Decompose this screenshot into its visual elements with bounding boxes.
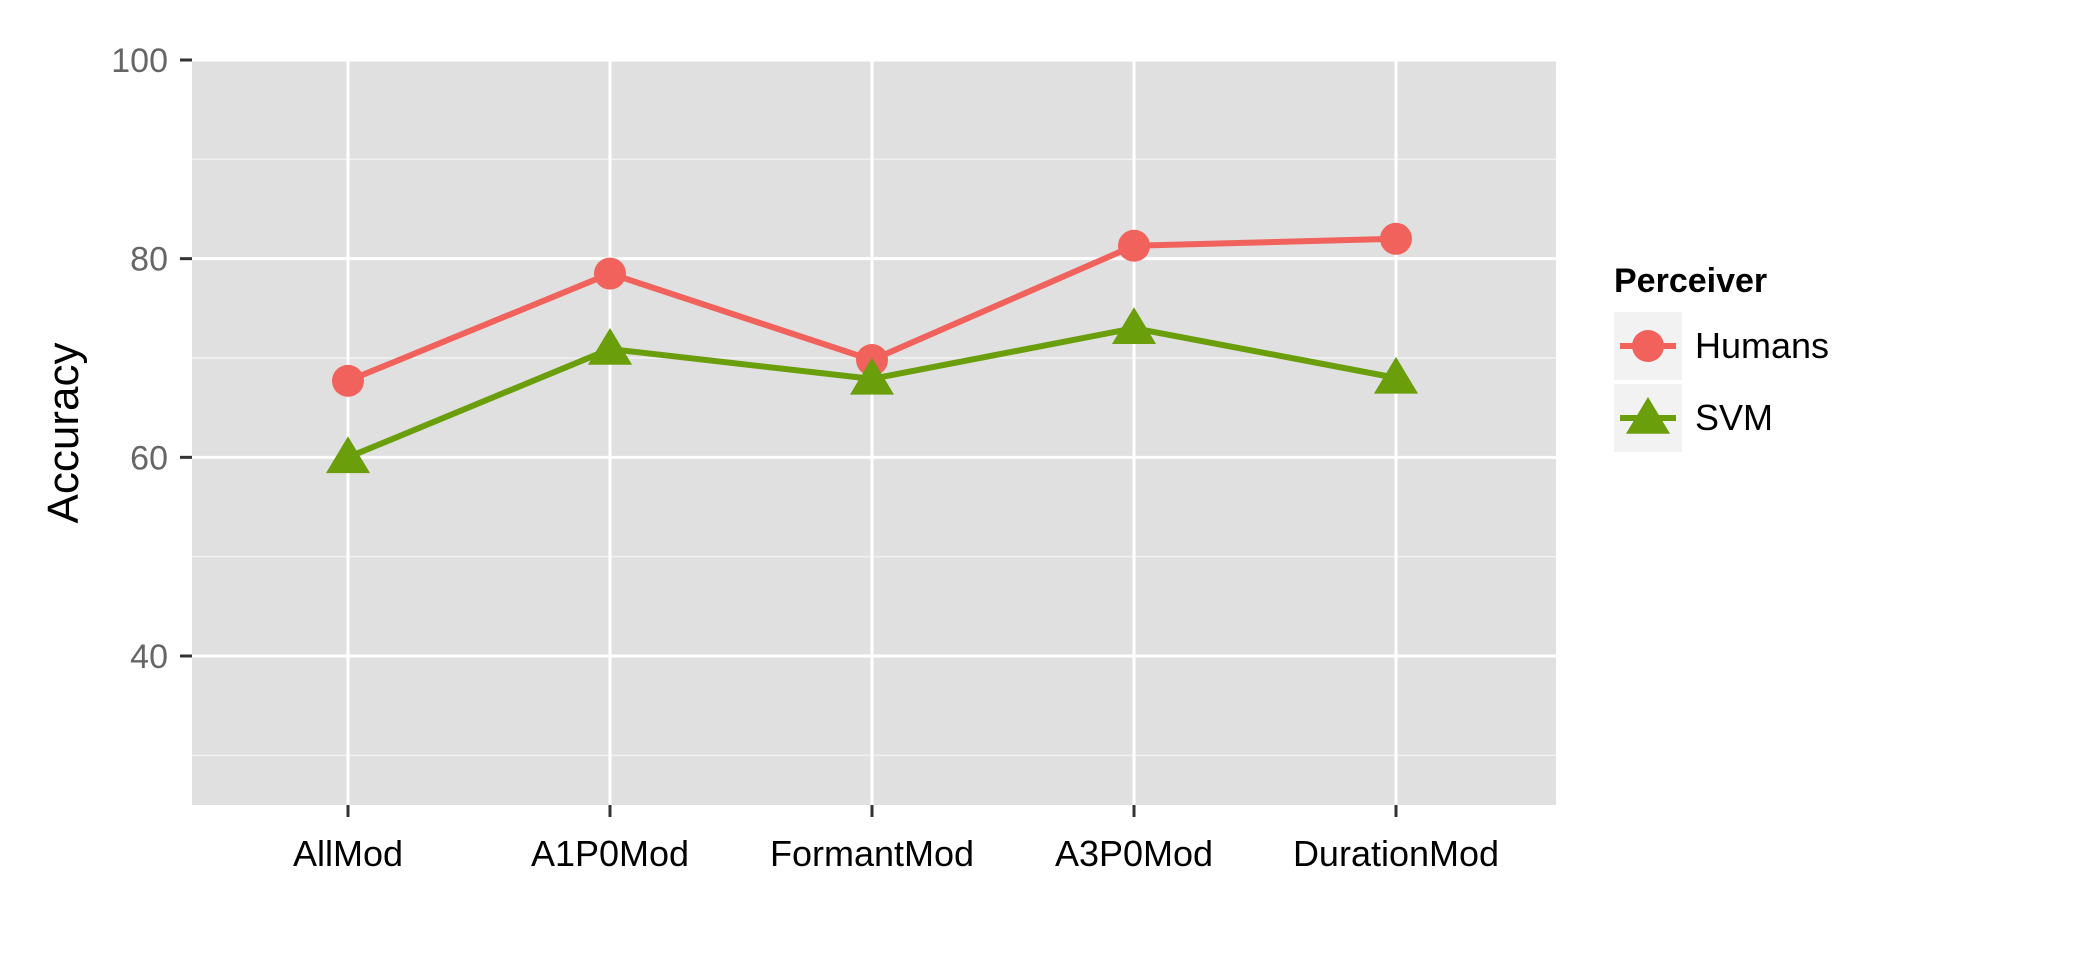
data-point-humans — [1118, 229, 1150, 262]
y-axis-title: Accuracy — [39, 343, 88, 524]
data-point-svm — [325, 436, 371, 474]
y-tick-label: 60 — [130, 439, 168, 477]
x-tick-label: A1P0Mod — [531, 833, 689, 874]
legend-key-marker-humans — [1632, 330, 1664, 362]
x-tick-label: FormantMod — [770, 833, 974, 874]
x-tick-label: DurationMod — [1293, 833, 1499, 874]
series-layer — [325, 222, 1419, 474]
legend-label-humans: Humans — [1695, 325, 1829, 366]
legend: Perceiver Humans SVM — [1614, 262, 1829, 452]
y-tick-label: 80 — [130, 241, 168, 279]
data-point-humans — [332, 364, 364, 397]
data-point-svm — [1373, 356, 1419, 394]
data-point-svm — [587, 328, 633, 365]
legend-key-marker-svm — [1625, 397, 1671, 434]
x-tick-label: A3P0Mod — [1055, 833, 1213, 874]
data-point-humans — [594, 257, 626, 290]
grid-major — [192, 58, 1556, 805]
data-point-svm — [849, 357, 895, 395]
legend-title: Perceiver — [1614, 262, 1767, 300]
plot-panel — [192, 60, 1556, 805]
data-point-humans — [1380, 222, 1412, 255]
legend-label-svm: SVM — [1695, 397, 1773, 438]
x-tick-label: AllMod — [293, 833, 403, 874]
y-tick-label: 100 — [111, 42, 168, 80]
y-axis: 40 60 80 100 — [111, 42, 192, 676]
data-point-svm — [1111, 307, 1157, 344]
x-axis: AllMod A1P0Mod FormantMod A3P0Mod DurationMo… — [293, 805, 1499, 874]
y-tick-label: 40 — [130, 638, 168, 676]
